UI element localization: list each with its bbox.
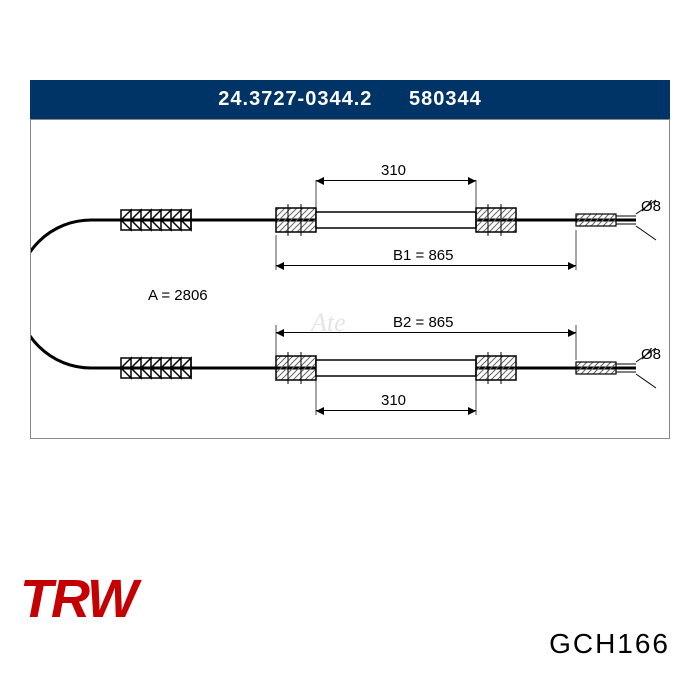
ext-lines <box>31 120 671 440</box>
header-bar: 24.3727-0344.2 580344 <box>30 80 670 119</box>
part-code: GCH166 <box>549 628 670 660</box>
part-number-short: 580344 <box>409 88 482 110</box>
brand-logo: TRW <box>20 568 136 630</box>
diagram-container: 24.3727-0344.2 580344 <box>30 80 670 480</box>
drawing-area: 310 B1 = 865 A = 2806 B2 = 865 310 Ø8 Ø8 <box>30 119 670 439</box>
part-number-long: 24.3727-0344.2 <box>218 88 372 110</box>
